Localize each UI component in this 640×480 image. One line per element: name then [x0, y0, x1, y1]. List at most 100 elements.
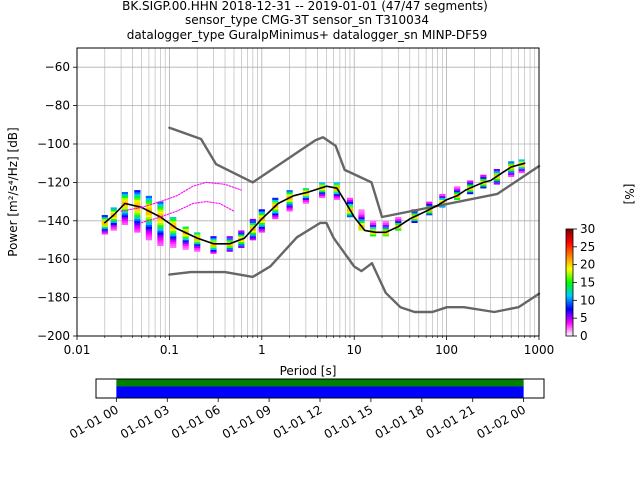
heat-bin [226, 236, 233, 239]
heat-bin [302, 195, 309, 199]
heat-bin [411, 220, 418, 224]
heat-bin [319, 192, 326, 195]
series-mode [104, 162, 526, 245]
heat-bin [518, 170, 525, 174]
heat-bin [480, 174, 487, 177]
heat-bin [134, 220, 141, 224]
heat-bin [145, 228, 152, 231]
heat-bin [210, 247, 217, 250]
heat-bin [319, 188, 326, 191]
heat-bin [508, 172, 515, 176]
heat-bin [508, 168, 515, 172]
heat-bin [439, 199, 446, 202]
heat-bin [467, 184, 474, 187]
heat-bin [333, 197, 341, 200]
colorbar-tick-label: 0 [580, 329, 588, 343]
heat-bin [272, 216, 279, 220]
heat-bin [382, 226, 389, 229]
heat-bin [145, 205, 152, 208]
heat-bin [382, 228, 389, 231]
heat-bin [493, 168, 500, 172]
heat-bin [382, 224, 389, 227]
heat-bin [411, 213, 418, 216]
heat-bin [121, 197, 128, 200]
heat-bin [145, 234, 152, 237]
title-line-2: sensor_type CMG-3T sensor_sn T310034 [185, 13, 429, 27]
heat-bin [369, 232, 377, 235]
x-tick-label: 1 [258, 343, 266, 357]
coverage-data [116, 386, 524, 398]
y-axis-label: Power [m²/s⁴/Hz] [dB] [6, 127, 20, 256]
heat-bin [210, 249, 217, 252]
heat-bin [226, 245, 233, 248]
heat-bin [194, 249, 201, 252]
heat-bin [286, 201, 293, 204]
heat-bin [518, 167, 525, 170]
heat-bin [145, 236, 152, 239]
heat-bin [157, 222, 164, 225]
heat-bin [182, 234, 189, 237]
heat-bin [258, 213, 265, 216]
heat-bin [480, 176, 487, 179]
heat-bin [467, 188, 474, 191]
heat-bin [110, 207, 117, 210]
heat-bin [110, 209, 117, 212]
heat-bin [210, 240, 217, 243]
heat-bin [157, 218, 164, 222]
heat-bin [210, 243, 217, 247]
x-tick-label: 1000 [524, 343, 555, 357]
heat-bin [249, 220, 256, 224]
heat-bin [238, 232, 245, 235]
heat-bin [134, 224, 141, 227]
timeline-tick-label: 01-01 18 [373, 402, 427, 441]
heat-bin [145, 201, 152, 204]
heat-bin [333, 195, 341, 199]
heat-bin [101, 232, 108, 235]
plot-frame [76, 47, 540, 337]
heat-bin [395, 218, 402, 222]
heat-bin [157, 232, 164, 235]
heat-bin [454, 190, 461, 193]
heat-bin [145, 216, 152, 220]
heat-bin [194, 234, 201, 237]
heat-bin [121, 215, 128, 218]
heat-bin [272, 203, 279, 206]
heat-bin [249, 224, 256, 227]
heat-bin [333, 182, 341, 185]
timeline-tick-label: 01-01 12 [271, 402, 325, 441]
heat-bin [258, 209, 265, 212]
heat-bin [358, 222, 365, 225]
y-tick-label: −120 [37, 175, 70, 189]
heat-bin [157, 243, 164, 247]
heat-bin [302, 193, 309, 197]
heat-bin [369, 222, 377, 225]
timeline-tick-label: 01-01 21 [424, 402, 478, 441]
heat-bin [170, 228, 177, 231]
heat-bin [110, 228, 117, 231]
y-tick-label: −200 [37, 329, 70, 343]
heat-bin [182, 228, 189, 231]
heat-bin [182, 243, 189, 247]
heat-bin [157, 236, 164, 239]
heat-bin [286, 192, 293, 195]
heat-bin [134, 192, 141, 195]
heat-bin [121, 199, 128, 202]
y-tick-label: −180 [37, 291, 70, 305]
heat-bin [238, 241, 245, 245]
heat-bin [170, 234, 177, 237]
heat-bin [145, 197, 152, 200]
heat-bin [145, 224, 152, 227]
heat-bin [333, 193, 341, 197]
heat-bin [145, 232, 152, 235]
heat-bin [157, 207, 164, 210]
heat-bin [286, 203, 293, 206]
heat-bin [170, 238, 177, 241]
x-tick-label: 0.1 [160, 343, 179, 357]
heat-bin [369, 228, 377, 231]
heat-bin [145, 199, 152, 202]
heat-bin [346, 197, 354, 200]
heat-bin [157, 240, 164, 243]
heat-bin [411, 216, 418, 220]
heat-bin [101, 228, 108, 231]
